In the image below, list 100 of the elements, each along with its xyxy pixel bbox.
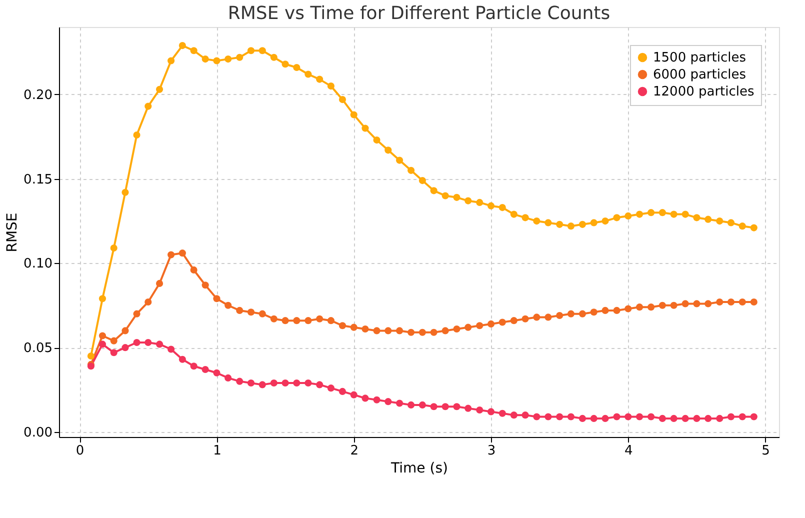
point [282, 60, 289, 68]
point [464, 324, 472, 331]
point [716, 298, 724, 306]
point [350, 111, 358, 118]
point [418, 177, 426, 184]
point [693, 214, 700, 222]
point [704, 414, 712, 422]
point [487, 408, 495, 416]
point [373, 136, 380, 144]
point [282, 317, 289, 324]
point [338, 388, 346, 395]
point [133, 131, 140, 139]
point [396, 327, 404, 334]
point [327, 317, 334, 324]
point [522, 412, 529, 419]
point [168, 346, 175, 353]
point [750, 224, 758, 232]
point [533, 218, 540, 225]
point [453, 325, 460, 333]
point [258, 310, 266, 318]
point [648, 304, 655, 311]
point [270, 54, 278, 61]
point [682, 300, 689, 308]
point [384, 146, 392, 154]
point [510, 317, 518, 324]
point [624, 212, 632, 220]
point [567, 310, 574, 318]
point [636, 304, 644, 311]
point [168, 251, 175, 258]
point [327, 82, 334, 90]
point [487, 320, 495, 328]
point [408, 166, 415, 174]
point [556, 312, 564, 320]
point [453, 194, 460, 201]
point [373, 327, 380, 334]
point [602, 306, 609, 314]
point [384, 327, 392, 334]
point [693, 414, 700, 422]
point [316, 315, 324, 322]
point [316, 381, 324, 388]
point [658, 302, 666, 309]
point [362, 394, 369, 402]
point [590, 308, 598, 316]
point [613, 214, 620, 222]
point [693, 300, 700, 308]
point [430, 187, 438, 194]
point [133, 338, 140, 346]
point [624, 305, 632, 312]
y-tick-label: 0.05 [24, 341, 52, 356]
point [522, 214, 529, 222]
point [442, 192, 449, 200]
point [727, 413, 735, 420]
point [738, 222, 746, 230]
point [430, 403, 438, 410]
legend-label: 1500 particles [653, 50, 746, 66]
point [144, 102, 152, 110]
point [396, 156, 404, 164]
point [658, 414, 666, 422]
point [556, 413, 564, 420]
point [464, 197, 472, 204]
point [487, 202, 495, 210]
point [738, 413, 746, 420]
x-tick-label: 0 [76, 444, 84, 458]
point [578, 310, 586, 318]
point [716, 414, 724, 422]
point [567, 413, 574, 420]
point [442, 403, 449, 410]
point [98, 295, 106, 302]
y-tick-label: 0.10 [24, 256, 52, 272]
point [578, 414, 586, 422]
point [316, 76, 324, 83]
point [178, 250, 186, 257]
legend-label: 12000 particles [653, 84, 755, 100]
point [418, 401, 426, 408]
point [396, 400, 404, 407]
point [510, 412, 518, 419]
point [556, 220, 564, 228]
x-tick-label: 3 [487, 444, 496, 458]
point [144, 298, 152, 306]
point [156, 86, 164, 93]
point [178, 42, 186, 50]
point [110, 244, 118, 252]
point [510, 210, 518, 218]
point [567, 222, 574, 230]
point [362, 124, 369, 132]
point [750, 298, 758, 306]
x-tick-label: 1 [213, 444, 222, 458]
point [156, 340, 164, 348]
point [190, 362, 198, 370]
point [704, 216, 712, 223]
point [533, 314, 540, 321]
point [190, 47, 198, 54]
x-tick-label: 4 [624, 444, 633, 458]
y-tick-label: 0.15 [24, 172, 52, 188]
point [590, 414, 598, 422]
point [247, 379, 255, 387]
point [258, 47, 266, 54]
point [670, 414, 678, 422]
point [373, 396, 380, 404]
point [384, 398, 392, 406]
